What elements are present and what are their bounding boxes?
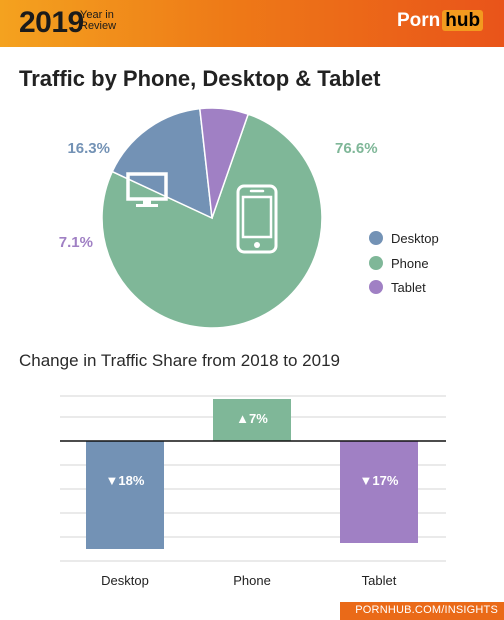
legend-label-tablet: Tablet (391, 280, 426, 295)
bar-value-label-tablet: ▼17% (360, 473, 399, 488)
brand-logo-part-2: hub (442, 10, 484, 31)
bar-phone (213, 399, 291, 441)
desktop-monitor-icon (126, 172, 168, 207)
phone-icon (236, 184, 278, 254)
pie-chart-title: Traffic by Phone, Desktop & Tablet (19, 66, 381, 91)
year-in-review-line-2: Review (80, 20, 117, 32)
footer-bar: PORNHUB.COM/INSIGHTS (340, 602, 504, 620)
legend-label-phone: Phone (391, 256, 429, 271)
pie-label-tablet: 7.1% (59, 234, 93, 251)
pie-slice-phone (101, 113, 323, 329)
legend-swatch-tablet (369, 280, 383, 294)
bar-category-label-desktop: Desktop (101, 573, 149, 588)
pie-slice-desktop (111, 107, 213, 220)
brand-logo: Porn hub (397, 8, 484, 34)
pie-slice-tablet (198, 107, 250, 219)
legend-swatch-desktop (369, 231, 383, 245)
year-in-review-line-1: Year in (80, 9, 114, 21)
bar-category-label-tablet: Tablet (362, 573, 397, 588)
bar-chart-title: Change in Traffic Share from 2018 to 201… (19, 351, 340, 370)
bar-value-label-phone: ▲7% (236, 411, 268, 426)
pie-label-desktop: 16.3% (67, 140, 110, 157)
bar-desktop (86, 441, 164, 549)
bar-category-label-phone: Phone (233, 573, 271, 588)
legend-label-desktop: Desktop (391, 231, 439, 246)
pie-label-phone: 76.6% (335, 140, 378, 157)
brand-logo-part-1: Porn (397, 10, 441, 31)
footer-url: PORNHUB.COM/INSIGHTS (355, 604, 498, 616)
year-label: 2019 (19, 6, 84, 39)
header-banner: 2019 Year in Review Porn hub (0, 0, 504, 47)
bar-value-label-desktop: ▼18% (106, 473, 145, 488)
bar-tablet (340, 441, 418, 543)
year-in-review-label: Year in Review (80, 10, 116, 32)
legend-swatch-phone (369, 256, 383, 270)
